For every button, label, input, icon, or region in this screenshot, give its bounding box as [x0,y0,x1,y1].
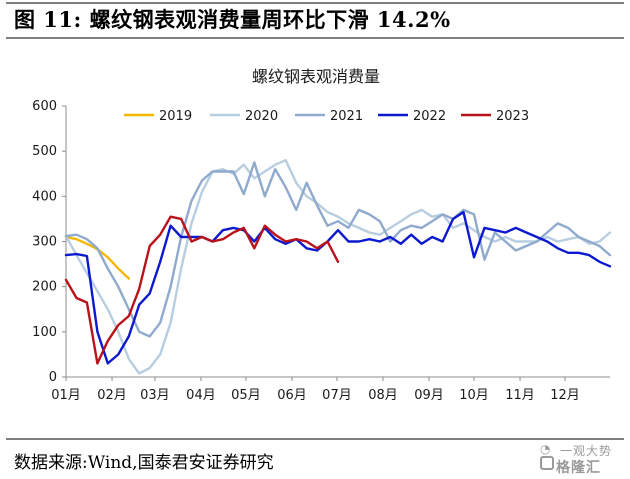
series-line-2022 [64,210,612,365]
footer-rule [6,438,624,440]
legend-label-2020: 2020 [245,109,278,124]
legend-label-2019: 2019 [159,109,192,124]
y-tick-label: 0 [49,370,57,385]
x-tick-label: 03月 [140,388,170,403]
chart-axes: 0 100 200 300 400 500 600 01月 02月 03月 04月 05月 06月 07月… [32,99,610,403]
x-tick-label: 01月 [51,388,81,403]
x-tick-label: 07月 [322,388,352,403]
y-tick-label: 100 [32,325,57,340]
x-tick-label: 12月 [550,388,580,403]
header-bottom-rule [6,37,624,39]
chart-legend: 2019 2020 2021 2022 2023 [124,109,529,124]
figure-label: 图 11: [14,7,82,32]
series-line-2023 [64,215,340,365]
x-tick-label: 11月 [505,388,535,403]
x-tick-label: 04月 [186,388,216,403]
y-tick-label: 200 [32,280,57,295]
legend-label-2022: 2022 [413,109,446,124]
y-tick-label: 500 [32,144,57,159]
x-tick-label: 05月 [231,388,261,403]
x-tick-label: 06月 [277,388,307,403]
chart-plot-area [64,159,612,375]
watermark-line2: 格隆汇 [556,460,601,476]
legend-label-2023: 2023 [496,109,529,124]
line-chart: 螺纹钢表观消费量 2019 2020 2021 2022 2023 0 100 200 300… [32,67,612,403]
data-source-note: 数据来源:Wind,国泰君安证券研究 [14,453,274,473]
x-tick-label: 09月 [414,388,444,403]
series-line-2021 [64,161,612,338]
chart-title: 螺纹钢表观消费量 [252,67,380,86]
figure-heading: 图 11: 螺纹钢表观消费量周环比下滑 14.2% [14,4,451,34]
series-line-2020 [64,159,612,375]
wechat-icon: ◔ [540,442,551,456]
x-tick-label: 02月 [97,388,127,403]
badge-icon [540,456,554,470]
figure-title: 螺纹钢表观消费量周环比下滑 14.2% [89,7,451,32]
y-tick-label: 400 [32,189,57,204]
series-line-2019 [64,235,130,280]
y-tick-label: 300 [32,235,57,250]
y-tick-label: 600 [32,99,57,114]
header-top-rule [6,2,624,4]
legend-label-2021: 2021 [330,109,363,124]
x-tick-label: 10月 [459,388,489,403]
x-tick-label: 08月 [368,388,398,403]
watermark-line1: 一观大势 [560,444,613,458]
watermark: ◔ 一观大势 格隆汇 [540,442,626,476]
